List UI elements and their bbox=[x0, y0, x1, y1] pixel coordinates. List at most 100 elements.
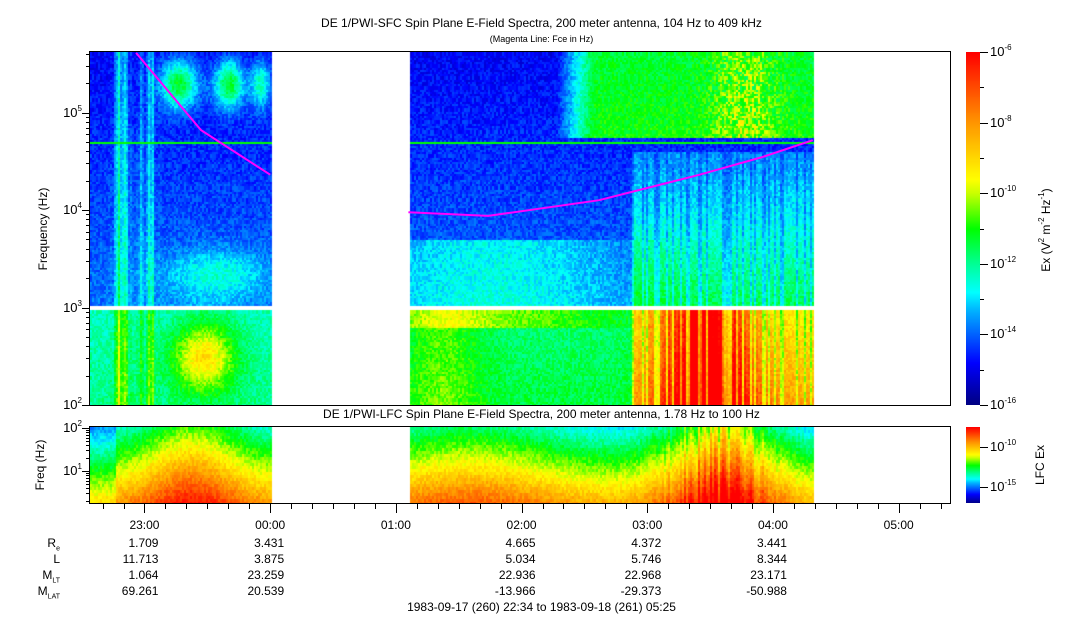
y-minor-tick bbox=[86, 127, 90, 129]
x-minor-tick bbox=[793, 504, 795, 509]
y-minor-tick bbox=[86, 260, 90, 262]
x-minor-tick bbox=[479, 504, 481, 509]
y-minor-tick bbox=[86, 434, 90, 436]
x-minor-tick bbox=[165, 504, 167, 509]
ephemeris-value: 1.709 bbox=[128, 536, 159, 550]
colorbar-tick-label: 10-10 bbox=[990, 438, 1017, 454]
y-minor-tick bbox=[86, 163, 90, 165]
y-tick-label: 102 bbox=[63, 396, 82, 412]
ephemeris-value: 8.344 bbox=[756, 552, 787, 566]
y-minor-tick bbox=[86, 214, 90, 216]
y-minor-tick bbox=[86, 219, 90, 221]
colorbar-tick-label: 10-14 bbox=[990, 325, 1017, 342]
y-minor-tick bbox=[86, 483, 90, 485]
x-tick-label: 00:00 bbox=[255, 518, 286, 532]
ephemeris-value: 22.936 bbox=[498, 568, 536, 582]
ephemeris-value: 3.875 bbox=[254, 552, 285, 566]
ephemeris-value: 23.171 bbox=[750, 568, 787, 582]
x-minor-tick bbox=[333, 504, 335, 509]
x-tick-label: 02:00 bbox=[506, 518, 537, 532]
x-minor-tick bbox=[249, 504, 251, 509]
x-minor-tick bbox=[710, 504, 712, 509]
colorbar-minor-tick bbox=[980, 228, 984, 230]
ephemeris-label-subscript: e bbox=[56, 545, 60, 553]
x-minor-tick bbox=[542, 504, 544, 509]
y-minor-tick bbox=[86, 477, 90, 479]
x-minor-tick bbox=[668, 504, 670, 509]
y-tick bbox=[82, 210, 90, 211]
colorbar-lfc-label: LFC Ex bbox=[1033, 445, 1047, 486]
x-minor-tick bbox=[626, 504, 628, 509]
y-tick bbox=[82, 471, 90, 472]
y-minor-tick bbox=[86, 121, 90, 123]
ephemeris-value: 3.441 bbox=[756, 536, 787, 550]
x-minor-tick bbox=[353, 504, 355, 509]
x-minor-tick bbox=[584, 504, 586, 509]
y-minor-tick bbox=[86, 225, 90, 227]
colorbar-tick-label: 10-8 bbox=[990, 113, 1012, 130]
ephemeris-value: 69.261 bbox=[121, 584, 159, 598]
colorbar-sfc bbox=[966, 52, 980, 405]
y-minor-tick bbox=[86, 358, 90, 360]
x-minor-tick bbox=[123, 504, 125, 509]
y-minor-tick bbox=[86, 322, 90, 324]
colorbar-sfc-label: Ex (V2 m-2 Hz-1) bbox=[1037, 188, 1053, 272]
colorbar-tick bbox=[980, 263, 988, 265]
x-tick-label: 03:00 bbox=[632, 518, 663, 532]
y-minor-tick bbox=[86, 450, 90, 452]
y-tick bbox=[82, 428, 90, 429]
ephemeris-value: -29.373 bbox=[620, 584, 662, 598]
y-minor-tick bbox=[86, 480, 90, 482]
y-minor-tick bbox=[86, 134, 90, 136]
y-minor-tick bbox=[86, 53, 90, 55]
x-minor-tick bbox=[102, 504, 104, 509]
x-minor-tick bbox=[940, 504, 942, 509]
y-minor-tick bbox=[86, 65, 90, 67]
colorbar-minor-tick bbox=[980, 87, 984, 89]
y-minor-tick bbox=[86, 248, 90, 250]
spectrogram-lfc bbox=[90, 427, 950, 503]
x-minor-tick bbox=[291, 504, 293, 509]
y-tick bbox=[82, 405, 90, 406]
y-tick-label: 103 bbox=[63, 298, 82, 315]
ephemeris-row-label: L bbox=[20, 552, 60, 566]
ephemeris-row-label: Re bbox=[20, 536, 60, 552]
ephemeris-value: 4.665 bbox=[505, 536, 536, 550]
colorbar-tick bbox=[980, 122, 988, 124]
ephemeris-value: 20.539 bbox=[247, 584, 285, 598]
y-minor-tick bbox=[86, 116, 90, 118]
ephemeris-row-label: MLT bbox=[20, 568, 60, 584]
x-minor-tick bbox=[605, 504, 607, 509]
x-tick-label: 01:00 bbox=[380, 518, 411, 532]
x-minor-tick bbox=[312, 504, 314, 509]
sfc-ylabel: Frequency (Hz) bbox=[36, 187, 50, 271]
y-minor-tick bbox=[86, 437, 90, 439]
x-minor-tick bbox=[228, 504, 230, 509]
x-tick-label: 04:00 bbox=[757, 518, 788, 532]
x-minor-tick bbox=[437, 504, 439, 509]
y-tick-label: 102 bbox=[63, 419, 82, 435]
x-minor-tick bbox=[898, 504, 900, 509]
colorbar-tick bbox=[980, 193, 988, 195]
y-minor-tick bbox=[86, 445, 90, 447]
y-minor-tick bbox=[86, 493, 90, 495]
ephemeris-value: 5.034 bbox=[505, 552, 536, 566]
x-minor-tick bbox=[835, 504, 837, 509]
x-minor-tick bbox=[877, 504, 879, 509]
x-minor-tick bbox=[731, 504, 733, 509]
spectrogram-sfc bbox=[90, 52, 950, 405]
y-tick-label: 104 bbox=[63, 201, 82, 217]
y-minor-tick bbox=[86, 488, 90, 490]
x-minor-tick bbox=[689, 504, 691, 509]
colorbar-tick bbox=[980, 447, 988, 448]
sfc-title: DE 1/PWI-SFC Spin Plane E-Field Spectra,… bbox=[321, 16, 762, 30]
x-minor-tick bbox=[919, 504, 921, 509]
y-minor-tick bbox=[86, 501, 90, 503]
colorbar-minor-tick bbox=[980, 299, 984, 301]
time-range-label: 1983-09-17 (260) 22:34 to 1983-09-18 (26… bbox=[407, 600, 676, 614]
y-minor-tick bbox=[86, 141, 90, 143]
fce-line-segment bbox=[135, 52, 271, 176]
colorbar-tick-label: 10-10 bbox=[990, 184, 1017, 201]
ephemeris-value: 11.713 bbox=[122, 552, 159, 566]
